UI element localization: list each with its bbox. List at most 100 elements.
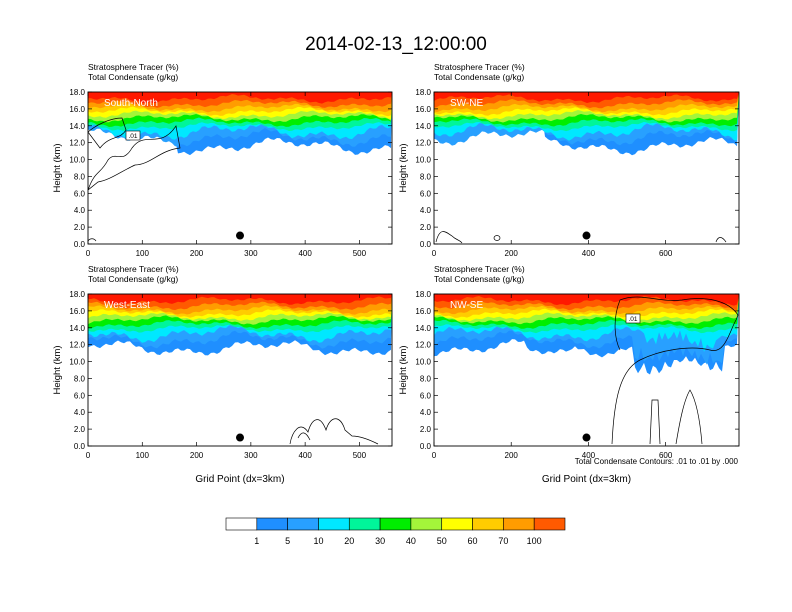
contour-note: Total Condensate Contours: .01 to .01 by…	[575, 457, 739, 466]
colorbar-label: 5	[285, 536, 290, 546]
x-tick-label: 600	[659, 451, 673, 460]
section-label: NW-SE	[450, 300, 483, 311]
location-marker	[582, 231, 591, 240]
contour-line	[611, 296, 739, 445]
x-tick-label: 0	[86, 451, 91, 460]
contour-line	[289, 418, 379, 445]
x-tick-label: 0	[86, 249, 91, 258]
plot-frame	[87, 91, 393, 245]
y-tick-label: 10.0	[415, 156, 431, 165]
contour-line	[88, 117, 127, 149]
y-tick-label: 12.0	[415, 341, 431, 350]
colorbar-box	[410, 517, 443, 531]
y-tick-label: 12.0	[69, 341, 85, 350]
y-tick-label: 0.0	[420, 240, 432, 249]
y-tick-label: 14.0	[69, 324, 85, 333]
colorbar-label: 50	[437, 536, 447, 546]
tracer-field	[88, 92, 392, 242]
colorbar-box	[256, 517, 288, 531]
y-tick-label: 2.0	[420, 425, 432, 434]
colorbar-label: 100	[527, 536, 542, 546]
colorbar-box	[441, 517, 473, 531]
panel-2: Stratosphere Tracer (%)Total Condensate …	[398, 62, 740, 258]
colorbar-label: 30	[375, 536, 385, 546]
x-axis-label: Grid Point (dx=3km)	[542, 474, 631, 485]
colorbar-label: 1	[254, 536, 259, 546]
contour-line	[675, 389, 703, 445]
panel-3: Stratosphere Tracer (%)Total Condensate …	[52, 264, 393, 485]
x-tick-label: 500	[353, 451, 367, 460]
panel-subtitle: Total Condensate (g/kg)	[88, 274, 178, 284]
y-axis-label: Height (km)	[398, 345, 409, 394]
tracer-field	[88, 294, 392, 445]
panel-4: Stratosphere Tracer (%)Total Condensate …	[398, 264, 740, 485]
contour-line	[493, 235, 501, 241]
y-tick-label: 8.0	[74, 374, 86, 383]
contour-label: .01	[628, 316, 637, 323]
y-tick-label: 4.0	[74, 206, 86, 215]
y-tick-label: 16.0	[69, 307, 85, 316]
y-tick-label: 10.0	[415, 358, 431, 367]
panel-subtitle: Total Condensate (g/kg)	[434, 274, 524, 284]
colorbar-box	[348, 517, 381, 531]
x-tick-label: 400	[582, 249, 596, 258]
condensate-contours	[435, 231, 727, 244]
panel-subtitle: Total Condensate (g/kg)	[88, 72, 178, 82]
contour-line	[88, 238, 97, 242]
y-tick-label: 0.0	[420, 442, 432, 451]
colorbar-box	[533, 517, 566, 531]
x-tick-label: 200	[190, 249, 204, 258]
x-tick-label: 100	[136, 249, 150, 258]
contour-line	[88, 125, 181, 191]
tracer-field	[434, 294, 739, 445]
y-tick-label: 0.0	[74, 240, 86, 249]
contour-line	[435, 231, 463, 244]
tracer-level-11	[434, 294, 739, 306]
x-tick-label: 400	[582, 451, 596, 460]
figure-title: 2014-02-13_12:00:00	[305, 34, 487, 55]
x-tick-label: 0	[432, 451, 437, 460]
y-tick-label: 16.0	[415, 105, 431, 114]
condensate-contours	[611, 296, 739, 445]
x-tick-label: 200	[190, 451, 204, 460]
section-label: SW-NE	[450, 98, 483, 109]
section-label: South-North	[104, 98, 158, 109]
y-tick-label: 8.0	[420, 374, 432, 383]
contour-line	[715, 237, 727, 243]
colorbar-box	[225, 517, 258, 531]
x-tick-label: 600	[659, 249, 673, 258]
x-tick-label: 400	[298, 451, 312, 460]
x-axis-label: Grid Point (dx=3km)	[195, 474, 284, 485]
panel-subtitle: Stratosphere Tracer (%)	[434, 62, 525, 72]
y-tick-label: 14.0	[415, 324, 431, 333]
x-tick-label: 400	[298, 249, 312, 258]
y-tick-label: 16.0	[415, 307, 431, 316]
colorbar-label: 70	[498, 536, 508, 546]
contour-label-box	[125, 130, 141, 141]
x-tick-label: 500	[353, 249, 367, 258]
colorbar: 1 5 10 20 30 40 50 60 70 100	[225, 517, 566, 546]
section-label: West-East	[104, 300, 150, 311]
contour-label-box	[625, 313, 641, 324]
y-tick-label: 16.0	[69, 105, 85, 114]
x-tick-label: 0	[432, 249, 437, 258]
panel-subtitle: Stratosphere Tracer (%)	[88, 264, 179, 274]
colorbar-box	[318, 517, 350, 531]
y-tick-label: 14.0	[69, 122, 85, 131]
panels: Stratosphere Tracer (%)Total Condensate …	[52, 62, 740, 485]
tracer-level-11	[88, 92, 392, 104]
y-tick-label: 8.0	[74, 172, 86, 181]
y-tick-label: 4.0	[74, 408, 86, 417]
contour-line	[649, 399, 661, 445]
condensate-contours	[88, 117, 181, 242]
y-tick-label: 2.0	[74, 425, 86, 434]
x-tick-label: 300	[244, 249, 258, 258]
colorbar-box	[472, 517, 504, 531]
y-tick-label: 4.0	[420, 206, 432, 215]
colorbar-box	[287, 517, 319, 531]
y-axis-label: Height (km)	[52, 345, 63, 394]
y-tick-label: 8.0	[420, 172, 432, 181]
y-axis-label: Height (km)	[52, 143, 63, 192]
y-tick-label: 6.0	[74, 189, 86, 198]
location-marker	[236, 231, 244, 240]
